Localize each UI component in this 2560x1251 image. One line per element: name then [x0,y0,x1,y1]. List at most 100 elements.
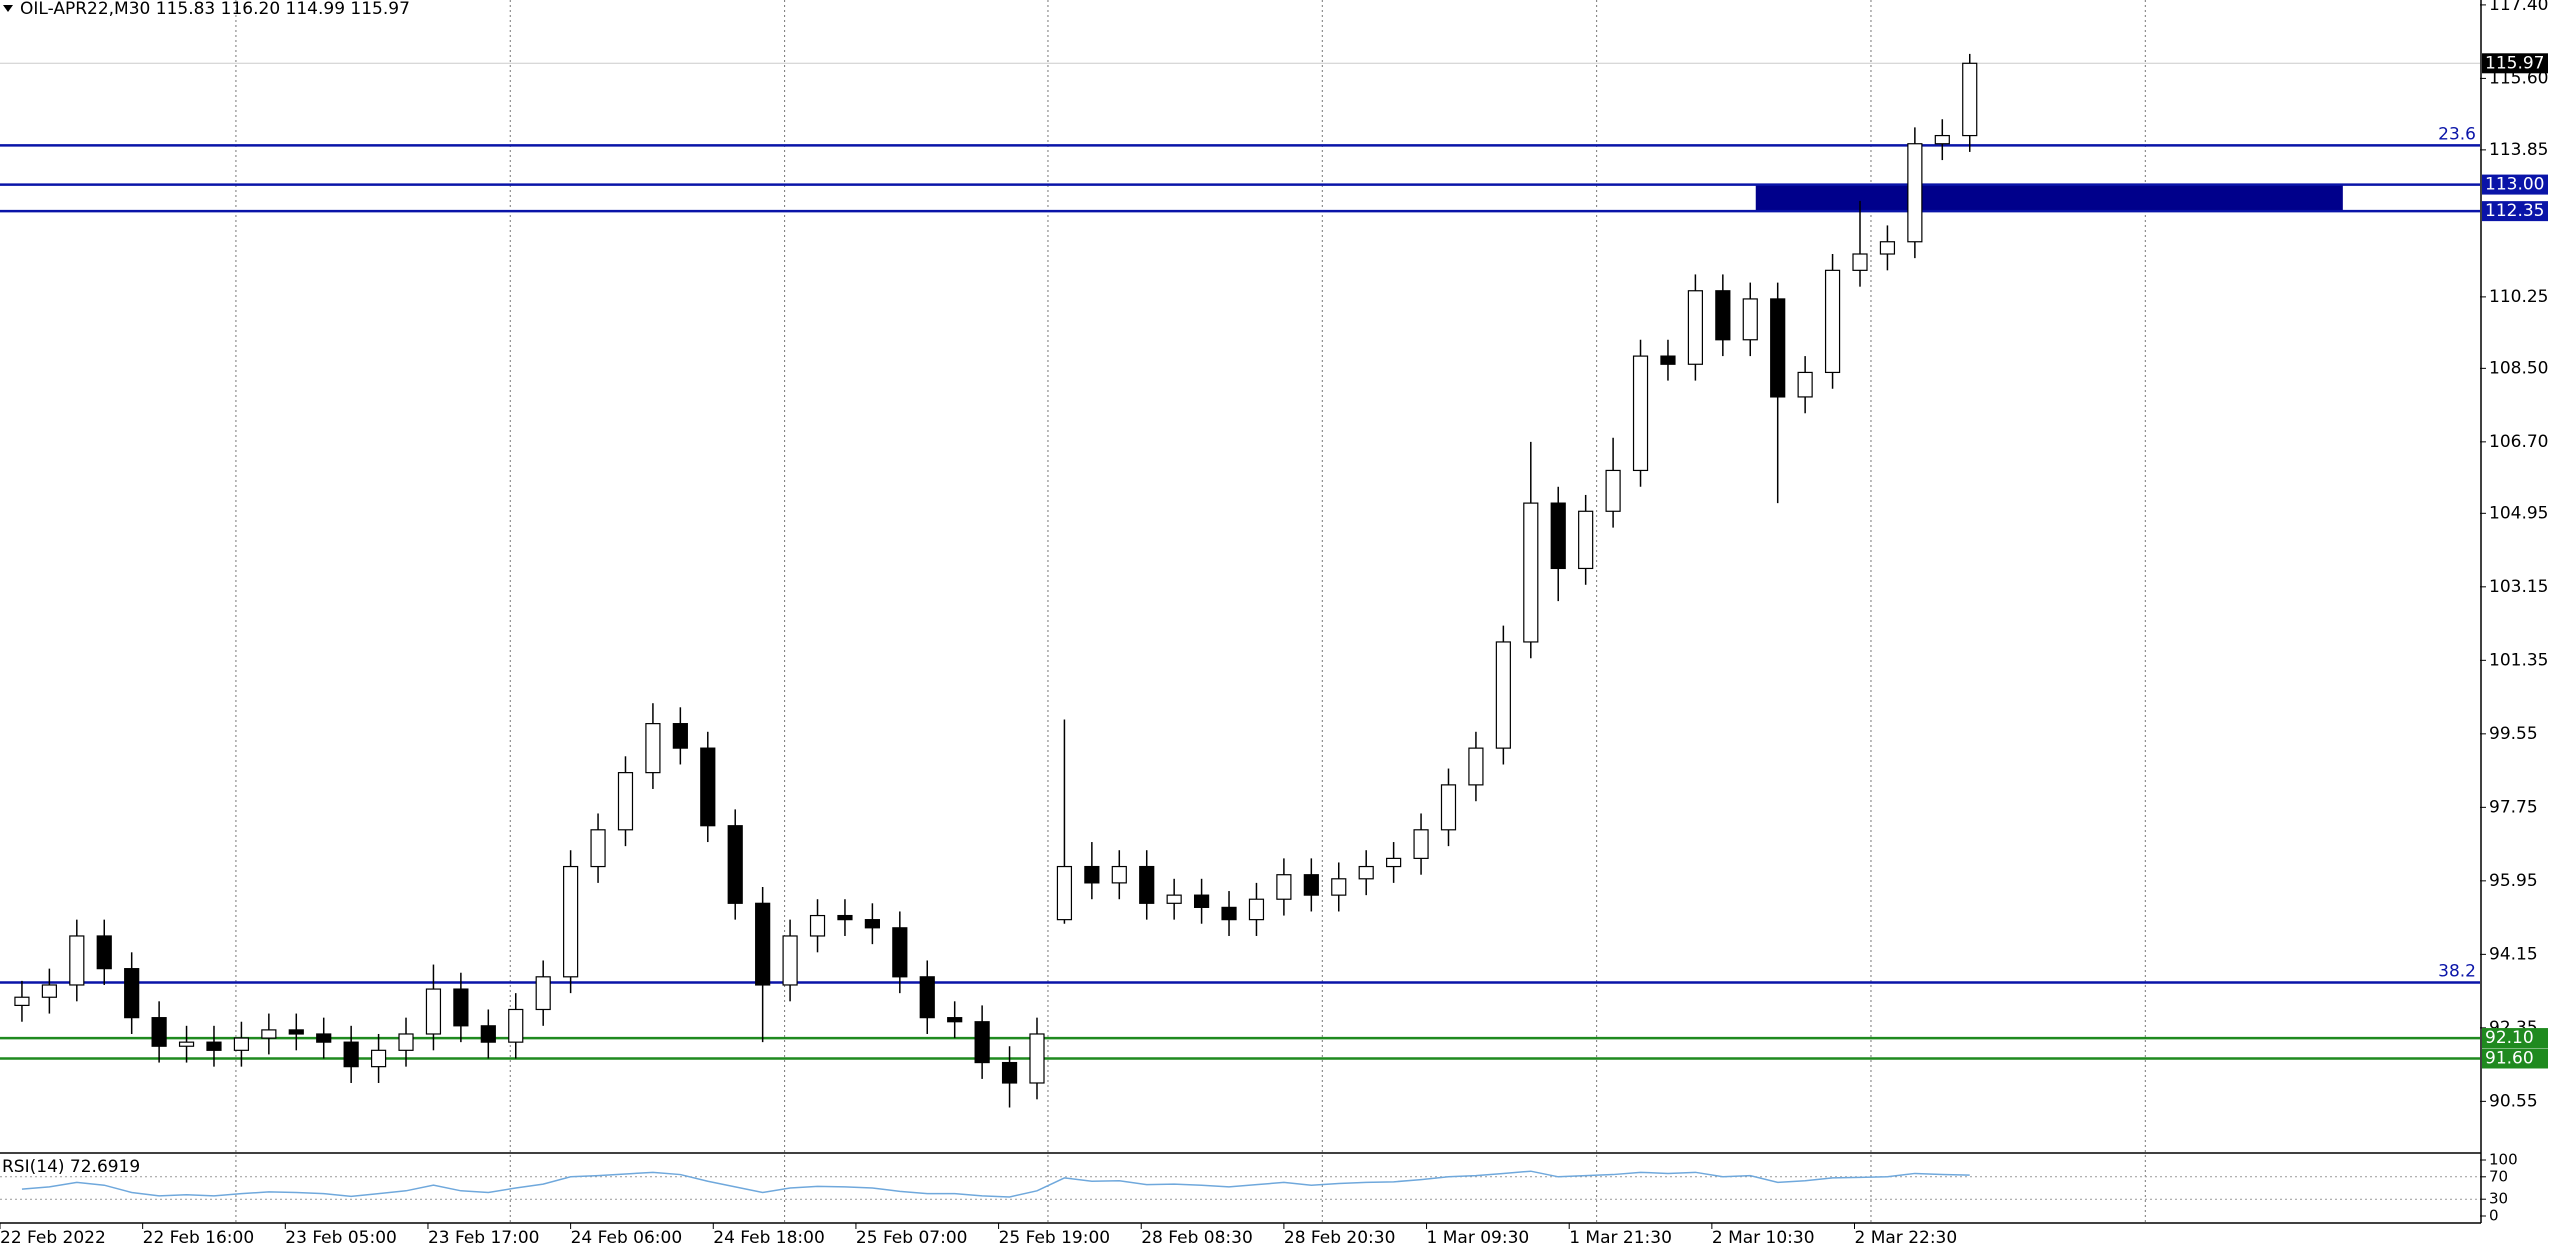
price-line-label: 112.35 [2485,201,2544,221]
price-line-label-box [2482,201,2548,222]
y-tick-label: 99.55 [2489,724,2538,744]
rsi-tick-label: 30 [2489,1190,2508,1208]
candle-body [1907,143,1923,243]
candle-body [1550,502,1566,570]
candle-body [1056,865,1073,921]
candle-body [1523,502,1539,643]
candle-body [1029,1033,1045,1084]
candle-body [288,1029,304,1035]
candle-body [1358,865,1374,880]
y-tick-label: 104.95 [2489,503,2548,523]
x-tick-label: 25 Feb 19:00 [999,1228,1111,1248]
candle-body [1139,865,1155,904]
candle-body [782,935,798,986]
candle-body [425,988,442,1035]
y-tick-label: 113.85 [2489,140,2548,160]
candle-body [700,747,716,827]
x-tick-label: 1 Mar 09:30 [1427,1228,1530,1248]
candle-body [1495,641,1511,749]
candle-body [864,919,880,929]
x-tick-label: 22 Feb 2022 [0,1228,106,1248]
candle-body [727,825,743,904]
x-tick-label: 23 Feb 05:00 [285,1228,397,1248]
candle-body [1934,134,1950,145]
candle-body [563,865,579,978]
candle-body [672,723,688,749]
candle-body [1468,747,1484,786]
candle-body [1770,298,1786,398]
candle-body [1166,894,1182,904]
candle-body [151,1017,167,1047]
price-line-label: 113.00 [2485,175,2544,195]
candle-body [124,968,140,1019]
y-tick-label: 95.95 [2489,871,2538,891]
x-tick-label: 22 Feb 16:00 [143,1228,255,1248]
candle-body [96,935,112,970]
current-price-label: 115.97 [2485,53,2544,73]
fib-level-label: 38.2 [2438,962,2476,982]
candle-body [1660,355,1676,365]
price-line-label: 92.10 [2485,1028,2534,1048]
y-tick-label: 103.15 [2489,577,2548,597]
candle-body [1111,865,1127,884]
rsi-tick-label: 100 [2489,1151,2518,1169]
candle-body [1852,253,1868,271]
candle-body [1687,290,1703,365]
candle-body [508,1008,524,1043]
x-tick-label: 25 Feb 07:00 [856,1228,968,1248]
candle-body [69,935,85,986]
y-tick-label: 97.75 [2489,797,2538,817]
price-line-label-box [2482,1048,2548,1069]
candle-body [343,1041,359,1068]
candle-body [1440,784,1457,831]
fib-level-label: 23.6 [2438,124,2476,144]
y-tick-label: 110.25 [2489,287,2548,307]
price-line-label: 91.60 [2485,1048,2534,1068]
candle-body [1084,865,1100,884]
candle-body [480,1025,496,1043]
y-tick-label: 115.60 [2489,68,2548,88]
current-price-label-box [2482,53,2548,74]
candle-body [974,1021,990,1064]
candle-body [1879,241,1896,255]
rsi-tick-label: 0 [2489,1207,2499,1225]
candle-body [645,723,661,774]
x-tick-label: 23 Feb 17:00 [428,1228,540,1248]
candle-body [1386,857,1402,868]
candle-body [370,1049,387,1068]
candle-body [1221,906,1237,921]
candle-body [233,1037,250,1051]
candle-body [261,1029,277,1039]
rsi-line [21,1170,1970,1198]
price-zone [1755,184,2343,212]
rsi-label: RSI(14) 72.6919 [2,1157,140,1177]
x-tick-label: 28 Feb 08:30 [1141,1228,1253,1248]
candle-body [1248,898,1265,921]
candle-body [1001,1061,1018,1084]
x-tick-label: 2 Mar 10:30 [1712,1228,1815,1248]
y-tick-label: 94.15 [2489,944,2538,964]
candle-body [1824,269,1841,374]
x-tick-label: 1 Mar 21:30 [1569,1228,1672,1248]
candle-body [809,914,826,937]
collapse-arrow[interactable] [3,5,13,12]
candle-body [14,996,30,1006]
y-tick-label: 101.35 [2489,650,2548,670]
candle-body [1962,62,1978,137]
candle-body [1742,298,1758,341]
x-tick-label: 24 Feb 18:00 [713,1228,825,1248]
candle-body [947,1017,963,1023]
y-tick-label: 117.40 [2489,0,2548,15]
candle-body [1413,829,1429,859]
candle-body [1605,469,1621,512]
candle-body [892,927,908,978]
candle-body [206,1041,222,1051]
candle-body [398,1033,414,1051]
candle-body [453,988,469,1027]
candle-body [1578,510,1594,570]
rsi-tick-label: 70 [2489,1167,2508,1185]
candle-body [617,772,634,831]
candle-body [755,902,771,986]
y-tick-label: 106.70 [2489,432,2548,452]
